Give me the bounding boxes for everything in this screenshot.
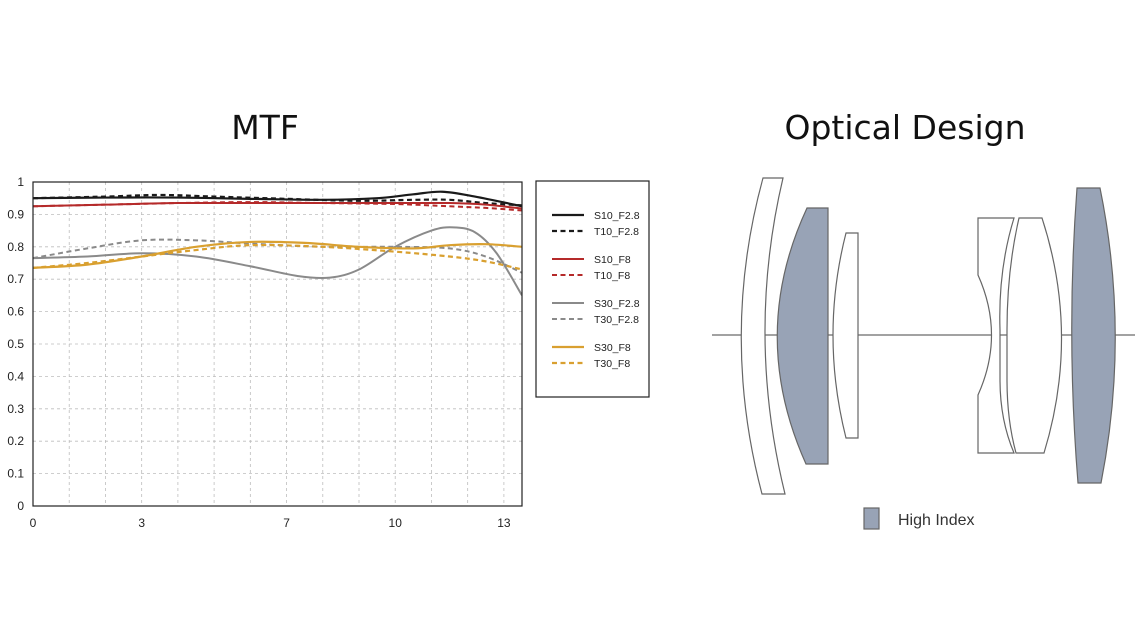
chart-series <box>33 190 522 296</box>
y-tick-label: 0.6 <box>7 305 24 319</box>
mtf-title: MTF <box>231 108 299 147</box>
high-index-swatch <box>863 507 880 530</box>
lens-element-5 <box>1006 217 1063 454</box>
legend-label: S10_F8 <box>594 254 631 266</box>
mtf-chart: 00.10.20.30.40.50.60.70.80.910 3 7 10 13 S10… <box>7 175 650 530</box>
legend-label: S10_F2.8 <box>594 210 640 222</box>
y-tick-label: 0.5 <box>7 337 24 351</box>
y-tick-label: 0.3 <box>7 402 24 416</box>
chart-legend: S10_F2.8 T10_F2.8 S10_F8 T10_F8 S30_F2.8 T30_… <box>535 180 650 398</box>
series-line-s30-f2-8 <box>33 226 522 296</box>
lens-element-2 <box>776 207 829 465</box>
legend-label: T30_F2.8 <box>594 314 639 326</box>
series-line-t10-f8 <box>33 201 522 212</box>
plot-frame <box>32 181 523 507</box>
y-tick-label: 0 <box>17 499 24 513</box>
x-tick-label: 13 <box>497 516 511 530</box>
series-line-s10-f8 <box>33 201 522 210</box>
y-tick-label: 0.4 <box>7 369 24 383</box>
legend-label: T10_F8 <box>594 270 630 282</box>
legend-label: S30_F2.8 <box>594 298 640 310</box>
x-tick-label: 3 <box>138 516 145 530</box>
legend-label: S30_F8 <box>594 342 631 354</box>
lens-element-3 <box>832 232 859 439</box>
legend-label: T10_F2.8 <box>594 226 639 238</box>
y-tick-label: 0.8 <box>7 240 24 254</box>
series-line-s10-f2-8 <box>33 190 522 208</box>
lens-element-1 <box>740 177 786 495</box>
y-tick-label: 0.9 <box>7 207 24 221</box>
chart-grid <box>33 182 522 506</box>
y-tick-label: 1 <box>17 175 24 189</box>
optical-design-title: Optical Design <box>784 108 1026 147</box>
series-line-s30-f8 <box>33 240 522 269</box>
optical-design-diagram: High Index <box>712 177 1135 530</box>
series-line-t10-f2-8 <box>33 193 522 207</box>
x-tick-label: 7 <box>283 516 290 530</box>
y-tick-label: 0.7 <box>7 272 24 286</box>
high-index-label: High Index <box>898 512 975 529</box>
lens-element-6 <box>1071 187 1116 484</box>
series-line-t30-f8 <box>33 243 522 271</box>
x-tick-label: 10 <box>389 516 403 530</box>
legend-label: T30_F8 <box>594 358 630 370</box>
y-tick-label: 0.2 <box>7 434 24 448</box>
lens-element-4 <box>977 217 1015 454</box>
y-tick-label: 0.1 <box>7 467 24 481</box>
x-tick-label: 0 <box>30 516 37 530</box>
chart-ticks: 00.10.20.30.40.50.60.70.80.910 3 7 10 13 <box>7 175 511 530</box>
legend-box <box>535 180 650 398</box>
